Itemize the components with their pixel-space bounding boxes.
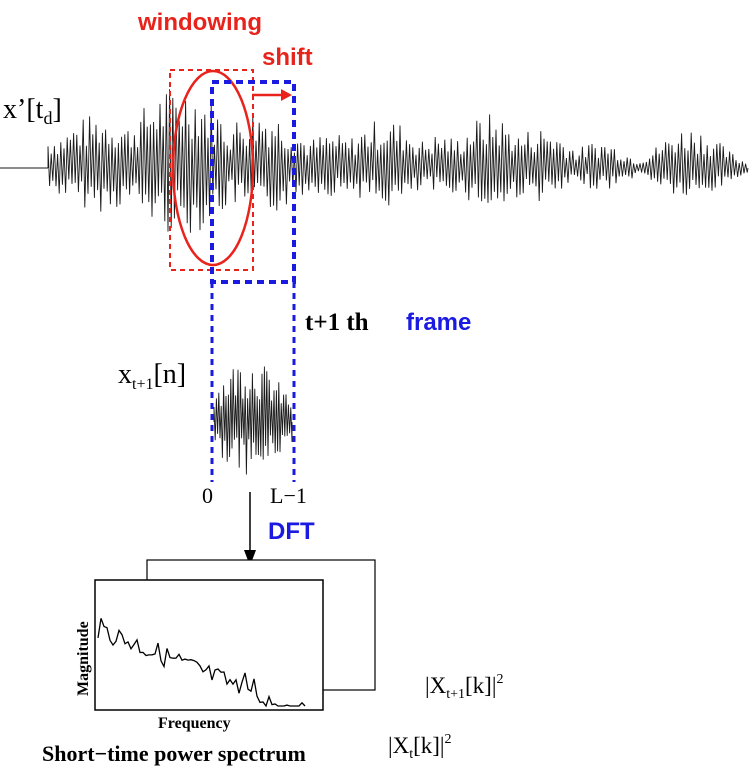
- shift-label: shift: [262, 44, 313, 71]
- next-spectrum-label: |Xt+1[k]|2: [425, 672, 503, 702]
- spectrum-title: Short−time power spectrum: [42, 741, 306, 766]
- dft-arrow: [244, 492, 256, 566]
- windowing-label: windowing: [137, 9, 262, 36]
- signal-label: x’[td]: [3, 94, 62, 128]
- next-frame-box: [210, 80, 296, 284]
- frame-number-label: t+1 th: [305, 309, 369, 336]
- frequency-axis-label: Frequency: [158, 715, 231, 732]
- shift-arrow: [252, 89, 292, 101]
- spectrum-curve: [97, 618, 306, 708]
- segment-label: xt+1[n]: [118, 359, 186, 393]
- axis-start-label: 0: [202, 483, 213, 508]
- magnitude-axis-label: Magnitude: [75, 621, 92, 696]
- frame-word-label: frame: [406, 309, 471, 336]
- frame-segment-waveform: [213, 366, 293, 475]
- window-function-ellipse: [171, 69, 255, 267]
- current-spectrum-label: |Xt[k]|2: [388, 732, 452, 762]
- axis-end-label: L−1: [270, 483, 307, 508]
- dft-label: DFT: [268, 518, 315, 545]
- speech-waveform: [0, 89, 749, 233]
